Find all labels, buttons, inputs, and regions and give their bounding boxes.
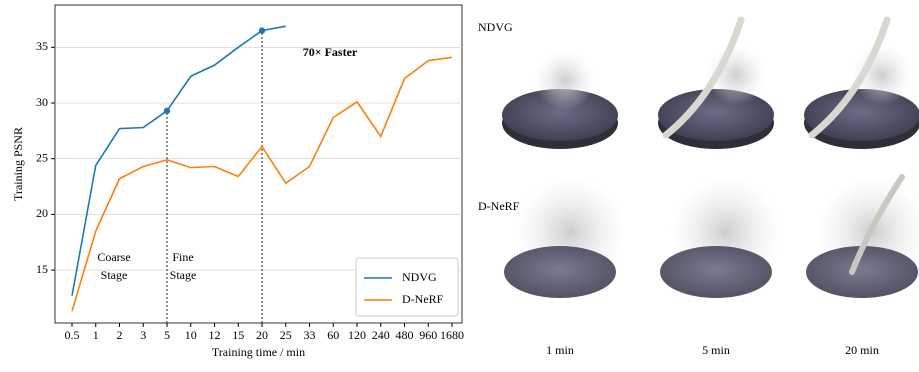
y-tick-label: 35 [36,39,48,53]
annotation: Fine Stage [170,250,197,282]
y-tick-label: 15 [36,262,48,276]
x-tick-label: 2 [117,328,123,342]
stage-marker [258,27,266,34]
x-tick-label: 960 [419,328,437,342]
image-panels: NDVG D-NeRF 1 min 5 min 20 min [478,16,919,357]
column-label: 20 min [845,343,879,357]
column-label: 1 min [546,343,574,357]
annotation-line: Stage [101,268,128,282]
x-tick-label: 33 [304,328,316,342]
x-tick-label: 15 [232,328,244,342]
annotation-line: Fine [172,250,193,264]
legend-label: NDVG [402,270,437,284]
row-label: NDVG [478,20,513,34]
series-line [71,56,453,312]
x-tick-label: 10 [185,328,197,342]
x-tick-label: 25 [280,328,292,342]
legend-frame [355,257,459,317]
platform [504,246,616,298]
smoke [852,45,912,105]
y-tick-label: 20 [36,206,48,220]
x-tick-label: 1680 [440,328,464,342]
x-tick-label: 120 [348,328,366,342]
annotation-line: Coarse [97,250,130,264]
x-tick-label: 20 [256,328,268,342]
stage-marker [163,107,171,115]
x-tick-label: 0.5 [65,328,80,342]
series-line [71,25,286,296]
column-label: 5 min [702,343,730,357]
x-tick-label: 240 [372,328,390,342]
x-tick-label: 480 [396,328,414,342]
y-axis-label: Training PSNR [11,127,25,201]
annotation-line: Stage [170,268,197,282]
platform [660,246,772,298]
x-tick-label: 3 [140,328,146,342]
legend: NDVG D-NeRF [355,257,459,317]
annotation: 70× Faster [303,45,358,59]
smoke [535,50,595,110]
smoke [706,45,766,105]
x-axis-label: Training time / min [212,345,305,359]
x-tick-label: 12 [209,328,221,342]
y-tick-label: 25 [36,150,48,164]
x-tick-label: 1 [93,328,99,342]
skeleton [849,174,905,275]
x-tick-label: 60 [327,328,339,342]
annotation: Coarse Stage [97,250,130,282]
platform [806,246,918,298]
platform [502,89,618,141]
plot-frame [54,4,463,324]
y-tick-label: 30 [36,95,48,109]
row-label: D-NeRF [478,199,520,213]
legend-label: D-NeRF [402,292,444,306]
x-tick-label: 5 [164,328,170,342]
